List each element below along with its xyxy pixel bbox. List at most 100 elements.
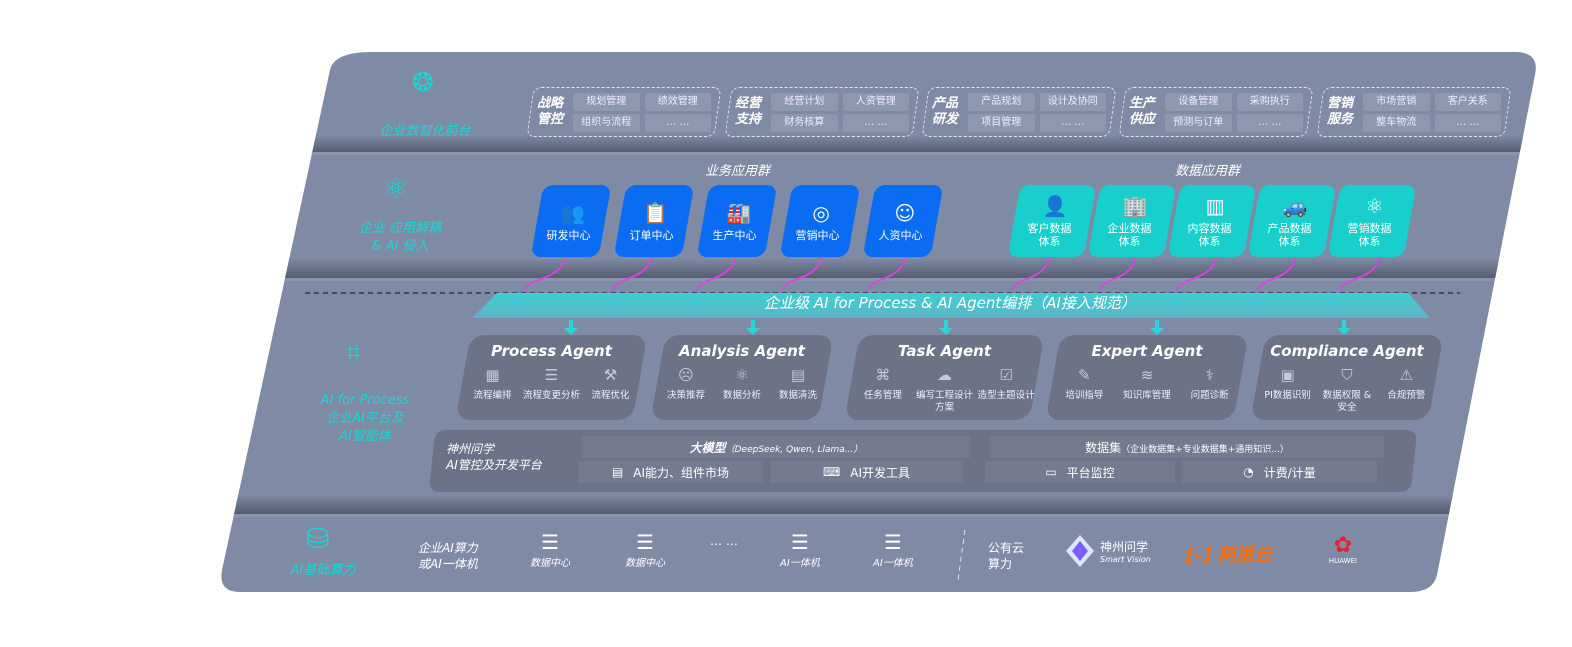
agent-capability[interactable]: ≋ 知识库管理	[1123, 366, 1171, 401]
agent-capability[interactable]: ⚕ 问题诊断	[1190, 366, 1229, 401]
component-market[interactable]: ▤ AI能力、组件市场	[578, 461, 763, 483]
group-item[interactable]: … …	[842, 113, 909, 132]
group-item[interactable]: … …	[644, 113, 711, 132]
group-item[interactable]: 组织与流程	[573, 113, 640, 132]
layers-icon: ≋	[1140, 366, 1154, 384]
group-title: 经营 支持	[735, 96, 762, 127]
data-app-tile[interactable]: 🚙 产品数据 体系	[1247, 185, 1337, 257]
agent-capability[interactable]: ⛉ 数据权限 & 安全	[1322, 366, 1372, 413]
group-item[interactable]: 财务核算	[771, 113, 838, 132]
agent-capability[interactable]: ▦ 流程编排	[473, 366, 512, 401]
public-cloud-label: 公有云 算力	[988, 541, 1025, 571]
market-icon: ▤	[611, 465, 624, 479]
group-title: 产品 研发	[932, 96, 959, 127]
group-item[interactable]: 经营计划	[771, 92, 838, 111]
group-item[interactable]: 项目管理	[968, 113, 1035, 132]
server-icon: ☰	[791, 530, 809, 554]
group-item[interactable]: 绩效管理	[644, 92, 711, 111]
agent-capability[interactable]: ☑ 造型主题设计	[977, 366, 1035, 401]
group-item[interactable]: 规划管理	[573, 92, 640, 111]
server-ai-box-2: ☰ AI一体机	[873, 530, 913, 569]
agent-capability[interactable]: ▤ 数据清洗	[778, 366, 817, 401]
front-group: 营销 服务 市场营销 客户关系 整车物流… …	[1316, 87, 1512, 137]
business-app-tile[interactable]: 🏭 生产中心	[696, 185, 778, 257]
agent-card[interactable]: Analysis Agent ☹ 决策推荐 ⚛ 数据分析 ▤ 数据清洗	[650, 335, 834, 420]
agent-card[interactable]: Process Agent ▦ 流程编排 ☰ 流程变更分析 ⚒ 流程优化	[455, 335, 648, 420]
business-app-tile[interactable]: 👥 研发中心	[530, 185, 612, 257]
building-icon: 🏢	[1122, 194, 1148, 218]
agent-title: Process Agent	[491, 342, 612, 360]
group-item[interactable]: 市场营销	[1363, 92, 1430, 111]
agent-title: Expert Agent	[1091, 342, 1203, 360]
alert-icon: ⚠	[1399, 366, 1414, 384]
business-app-tile[interactable]: 📋 订单中心	[613, 185, 695, 257]
platform-monitor[interactable]: ▭ 平台监控	[985, 461, 1175, 483]
list-icon: ☰	[544, 366, 559, 384]
group-item[interactable]: 整车物流	[1363, 113, 1430, 132]
group-title: 战略 管控	[537, 96, 564, 127]
car-icon: 🚙	[1282, 194, 1308, 218]
data-app-tile[interactable]: ⚛ 营销数据 体系	[1327, 185, 1417, 257]
huawei-logo: ✿ HUAWEI	[1323, 535, 1363, 566]
business-header: 业务应用群	[705, 164, 771, 179]
agent-capability[interactable]: ▣ PI数据识别	[1264, 366, 1311, 401]
target-icon: ◎	[812, 200, 831, 225]
head-icon: ☹	[678, 366, 694, 384]
group-item[interactable]: … …	[1039, 113, 1106, 132]
billing[interactable]: ◔ 计费/计量	[1182, 461, 1377, 483]
agent-title: Task Agent	[897, 342, 992, 360]
gauge-icon: ◔	[1243, 465, 1254, 479]
team-icon: 👥	[560, 200, 585, 225]
agent-capability[interactable]: ☁ 编写工程设计方案	[915, 366, 973, 413]
platform-title: 神州问学 AI管控及开发平台	[446, 442, 542, 472]
group-item[interactable]: 人资管理	[842, 92, 909, 111]
group-item[interactable]: 客户关系	[1434, 92, 1501, 111]
server-ai-box-1: ☰ AI一体机	[780, 530, 820, 569]
books-icon: ▥	[1205, 194, 1225, 218]
group-item[interactable]: 预测与订单	[1165, 113, 1232, 132]
server-icon: ☰	[636, 530, 654, 554]
person-icon: ☺	[894, 200, 915, 225]
agent-capability[interactable]: ☰ 流程变更分析	[522, 366, 580, 401]
ellipsis: … …	[710, 534, 738, 548]
server-icon: ☰	[884, 530, 902, 554]
diagnose-icon: ⚕	[1205, 366, 1214, 384]
orchestration-bar	[472, 293, 1430, 318]
agent-title: Analysis Agent	[679, 342, 805, 360]
atom-icon: ⚛	[735, 366, 749, 384]
dev-tools[interactable]: ⌨ AI开发工具	[770, 461, 963, 483]
business-app-tile[interactable]: ◎ 营销中心	[779, 185, 861, 257]
data-app-tile[interactable]: 🏢 企业数据 体系	[1087, 185, 1177, 257]
doc-icon: ▤	[790, 366, 806, 384]
agent-capability[interactable]: ⚛ 数据分析	[722, 366, 761, 401]
group-item[interactable]: 采购执行	[1236, 92, 1303, 111]
magenta-curves	[524, 249, 1381, 291]
group-item[interactable]: … …	[1236, 113, 1303, 132]
group-item[interactable]: … …	[1434, 113, 1501, 132]
apps-label: 企业 应用解耦 & AI 侵入	[358, 221, 442, 254]
group-title: 生产 供应	[1129, 96, 1156, 127]
agent-card[interactable]: Compliance Agent ▣ PI数据识别 ⛉ 数据权限 & 安全 ⚠ 合规预警	[1250, 335, 1444, 420]
agent-capability[interactable]: ⚠ 合规预警	[1387, 366, 1426, 401]
agent-capability[interactable]: ✎ 培训指导	[1065, 366, 1104, 401]
connector-arrows	[564, 320, 1351, 335]
network-icon: ⌘	[875, 366, 891, 384]
front-group: 产品 研发 产品规划 设计及协同 项目管理… …	[921, 87, 1117, 137]
agent-card[interactable]: Task Agent ⌘ 任务管理 ☁ 编写工程设计方案 ☑ 造型主题设计	[844, 335, 1045, 420]
data-app-tile[interactable]: ▥ 内容数据 体系	[1167, 185, 1257, 257]
server-datacenter-1: ☰ 数据中心	[530, 530, 570, 569]
chart-icon: ▦	[485, 366, 500, 384]
group-item[interactable]: 产品规划	[968, 92, 1035, 111]
group-item[interactable]: 设备管理	[1165, 92, 1232, 111]
brain-icon: ❂	[412, 68, 434, 98]
agent-card[interactable]: Expert Agent ✎ 培训指导 ≋ 知识库管理 ⚕ 问题诊断	[1045, 335, 1249, 420]
agent-capability[interactable]: ⌘ 任务管理	[863, 366, 902, 401]
group-item[interactable]: 设计及协同	[1039, 92, 1106, 111]
agent-capability[interactable]: ⚒ 流程优化	[591, 366, 630, 401]
business-app-tile[interactable]: ☺ 人资中心	[862, 185, 944, 257]
shenzhou-logo: 神州问学 Smart Vision	[1066, 535, 1151, 567]
molecule-icon: ⚛	[383, 172, 409, 205]
agent-capability[interactable]: ☹ 决策推荐	[666, 366, 705, 401]
data-app-tile[interactable]: 👤 客户数据 体系	[1007, 185, 1097, 257]
front-group: 生产 供应 设备管理 采购执行 预测与订单… …	[1118, 87, 1314, 137]
